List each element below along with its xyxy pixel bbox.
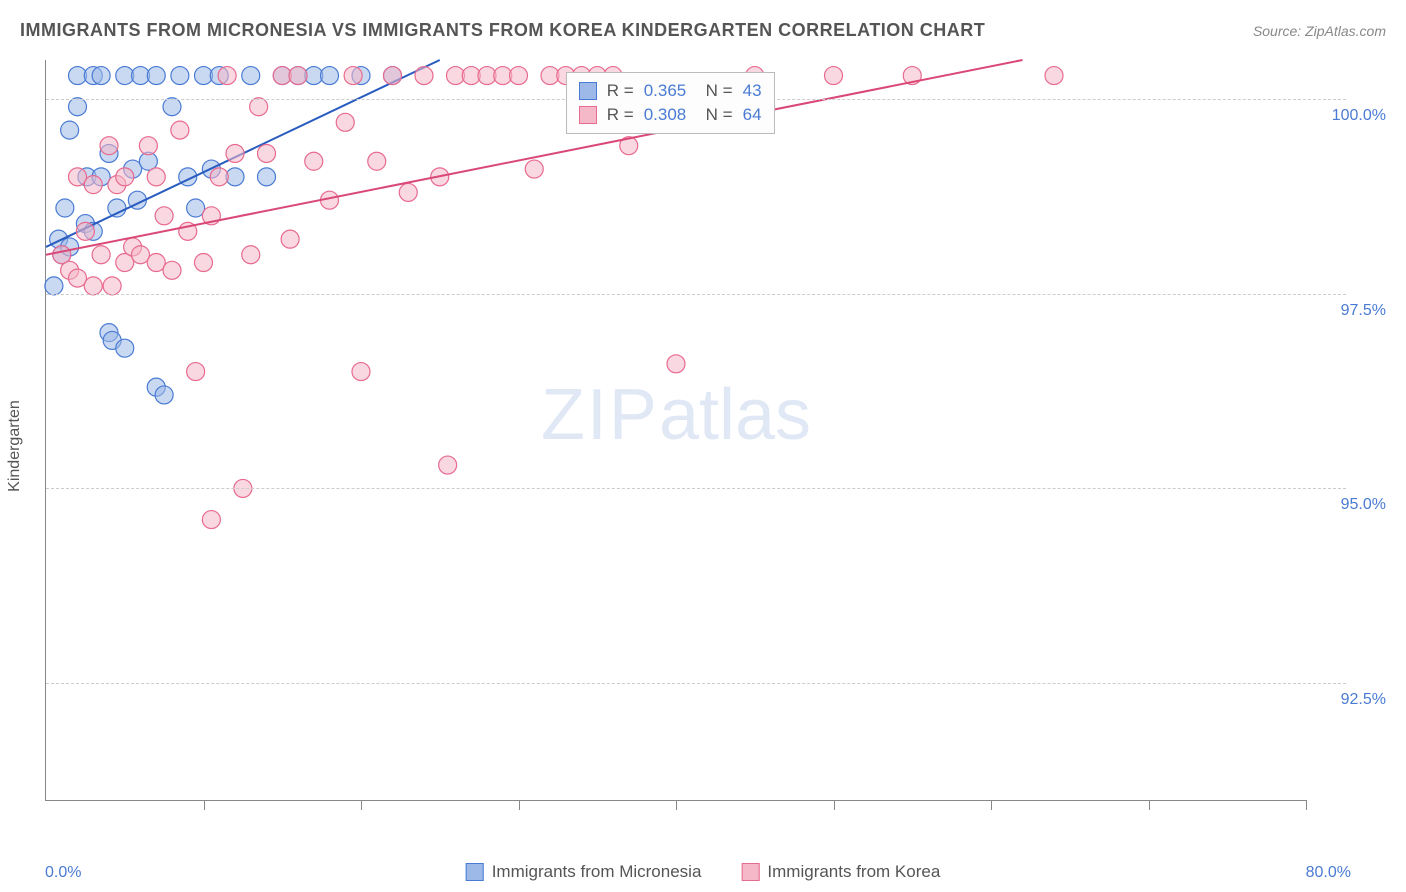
scatter-point xyxy=(163,261,181,279)
scatter-point xyxy=(258,168,276,186)
scatter-point xyxy=(415,67,433,85)
scatter-point xyxy=(155,386,173,404)
scatter-point xyxy=(163,98,181,116)
scatter-point xyxy=(84,277,102,295)
scatter-point xyxy=(187,363,205,381)
y-tick-label: 100.0% xyxy=(1332,107,1386,125)
scatter-point xyxy=(281,230,299,248)
r-label: R = xyxy=(607,105,634,125)
plot-area: ZIPatlas R = 0.365 N = 43R = 0.308 N = 6… xyxy=(45,60,1306,801)
gridline xyxy=(46,683,1346,684)
r-label: R = xyxy=(607,81,634,101)
x-tick xyxy=(1306,800,1307,810)
x-tick xyxy=(834,800,835,810)
scatter-point xyxy=(210,168,228,186)
gridline xyxy=(46,488,1346,489)
r-value: 0.365 xyxy=(644,81,687,101)
scatter-point xyxy=(242,246,260,264)
scatter-point xyxy=(344,67,362,85)
scatter-point xyxy=(116,339,134,357)
correlation-box: R = 0.365 N = 43R = 0.308 N = 64 xyxy=(566,72,775,134)
x-tick xyxy=(991,800,992,810)
legend-swatch xyxy=(466,863,484,881)
scatter-point xyxy=(352,363,370,381)
scatter-point xyxy=(667,355,685,373)
scatter-point xyxy=(368,152,386,170)
x-tick xyxy=(361,800,362,810)
legend-item: Immigrants from Micronesia xyxy=(466,862,702,882)
scatter-point xyxy=(202,511,220,529)
scatter-point xyxy=(226,144,244,162)
scatter-point xyxy=(258,144,276,162)
scatter-point xyxy=(289,67,307,85)
series-swatch xyxy=(579,106,597,124)
x-tick xyxy=(676,800,677,810)
scatter-point xyxy=(147,168,165,186)
scatter-point xyxy=(84,176,102,194)
correlation-row: R = 0.308 N = 64 xyxy=(579,103,762,127)
scatter-point xyxy=(171,67,189,85)
scatter-point xyxy=(147,67,165,85)
legend-swatch xyxy=(741,863,759,881)
chart-source: Source: ZipAtlas.com xyxy=(1253,23,1386,39)
scatter-point xyxy=(525,160,543,178)
scatter-point xyxy=(1045,67,1063,85)
scatter-point xyxy=(76,222,94,240)
n-label: N = xyxy=(696,81,732,101)
x-axis-max-label: 80.0% xyxy=(1306,864,1351,882)
y-tick-label: 92.5% xyxy=(1341,691,1386,709)
scatter-point xyxy=(92,67,110,85)
y-tick-label: 95.0% xyxy=(1341,496,1386,514)
scatter-point xyxy=(305,152,323,170)
scatter-point xyxy=(139,137,157,155)
scatter-point xyxy=(242,67,260,85)
scatter-point xyxy=(61,121,79,139)
scatter-point xyxy=(69,98,87,116)
chart-header: IMMIGRANTS FROM MICRONESIA VS IMMIGRANTS… xyxy=(20,20,1386,41)
r-value: 0.308 xyxy=(644,105,687,125)
legend: Immigrants from Micronesia Immigrants fro… xyxy=(466,862,941,882)
x-axis-min-label: 0.0% xyxy=(45,864,81,882)
y-axis-label: Kindergarten xyxy=(6,400,24,492)
scatter-point xyxy=(195,254,213,272)
scatter-point xyxy=(384,67,402,85)
y-tick-label: 97.5% xyxy=(1341,302,1386,320)
correlation-row: R = 0.365 N = 43 xyxy=(579,79,762,103)
n-value: 64 xyxy=(743,105,762,125)
scatter-point xyxy=(92,246,110,264)
scatter-point xyxy=(250,98,268,116)
scatter-point xyxy=(116,168,134,186)
legend-item: Immigrants from Korea xyxy=(741,862,940,882)
scatter-point xyxy=(336,113,354,131)
scatter-point xyxy=(155,207,173,225)
scatter-svg xyxy=(46,60,1306,800)
scatter-point xyxy=(510,67,528,85)
scatter-point xyxy=(399,183,417,201)
chart-title: IMMIGRANTS FROM MICRONESIA VS IMMIGRANTS… xyxy=(20,20,985,41)
x-tick xyxy=(204,800,205,810)
gridline xyxy=(46,294,1346,295)
legend-label: Immigrants from Micronesia xyxy=(492,862,702,882)
scatter-point xyxy=(825,67,843,85)
scatter-point xyxy=(100,137,118,155)
legend-label: Immigrants from Korea xyxy=(767,862,940,882)
trend-line xyxy=(46,60,1023,255)
scatter-point xyxy=(103,277,121,295)
x-tick xyxy=(1149,800,1150,810)
n-label: N = xyxy=(696,105,732,125)
scatter-point xyxy=(45,277,63,295)
scatter-point xyxy=(171,121,189,139)
scatter-point xyxy=(218,67,236,85)
series-swatch xyxy=(579,82,597,100)
scatter-point xyxy=(56,199,74,217)
n-value: 43 xyxy=(743,81,762,101)
scatter-point xyxy=(439,456,457,474)
x-tick xyxy=(519,800,520,810)
scatter-point xyxy=(321,67,339,85)
